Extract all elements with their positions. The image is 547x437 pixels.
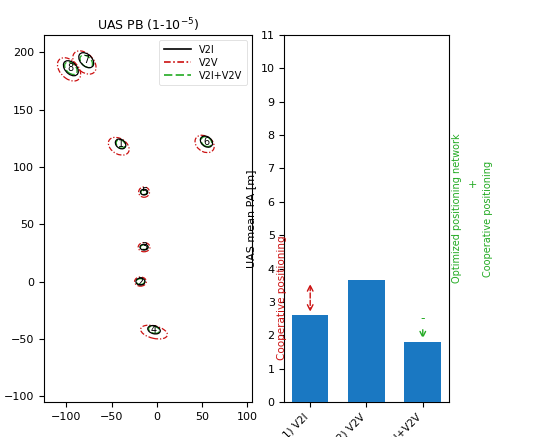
Text: Cooperative positioning: Cooperative positioning — [277, 236, 287, 360]
Text: -: - — [421, 312, 425, 325]
Text: 6: 6 — [203, 137, 210, 147]
Bar — [348, 280, 385, 402]
Legend: V2I, V2V, V2I+V2V: V2I, V2V, V2I+V2V — [159, 40, 247, 85]
Text: 5: 5 — [141, 187, 147, 197]
Text: 7: 7 — [83, 55, 89, 65]
Text: 2: 2 — [137, 277, 143, 287]
Y-axis label: UAS mean PA [m]: UAS mean PA [m] — [247, 169, 257, 268]
Text: Optimized positioning network: Optimized positioning network — [452, 134, 462, 283]
Text: +: + — [468, 180, 477, 190]
Text: Cooperative positioning: Cooperative positioning — [482, 160, 492, 277]
Text: 8: 8 — [68, 63, 74, 73]
Text: 3: 3 — [141, 242, 147, 252]
Text: 1: 1 — [118, 139, 124, 149]
Bar — [292, 315, 329, 402]
Title: UAS PB (1-10$^{-5}$): UAS PB (1-10$^{-5}$) — [97, 17, 199, 35]
Bar — [404, 342, 441, 402]
Text: 4: 4 — [151, 325, 157, 335]
